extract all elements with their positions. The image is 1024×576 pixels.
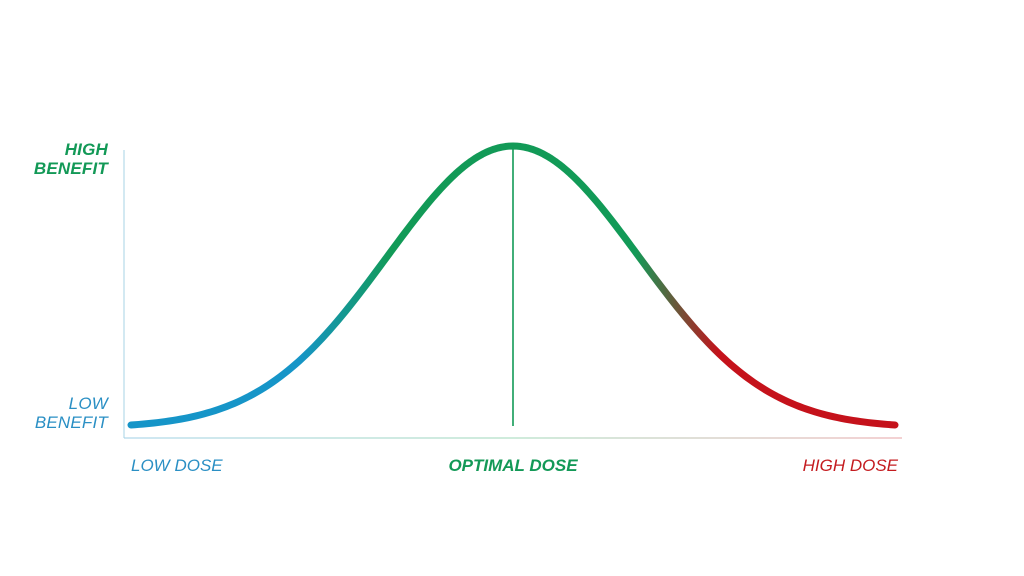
x-tick-high-dose: HIGH DOSE <box>803 456 898 475</box>
x-tick-optimal-dose: OPTIMAL DOSE <box>448 456 577 475</box>
y-tick-low-line2: BENEFIT <box>35 413 108 432</box>
x-tick-low-dose: LOW DOSE <box>131 456 223 475</box>
y-tick-high-line1: HIGH <box>34 140 108 159</box>
y-tick-high-line2: BENEFIT <box>34 159 108 178</box>
y-tick-low-benefit: LOW BENEFIT <box>35 394 108 432</box>
y-tick-low-line1: LOW <box>35 394 108 413</box>
y-tick-high-benefit: HIGH BENEFIT <box>34 140 108 178</box>
